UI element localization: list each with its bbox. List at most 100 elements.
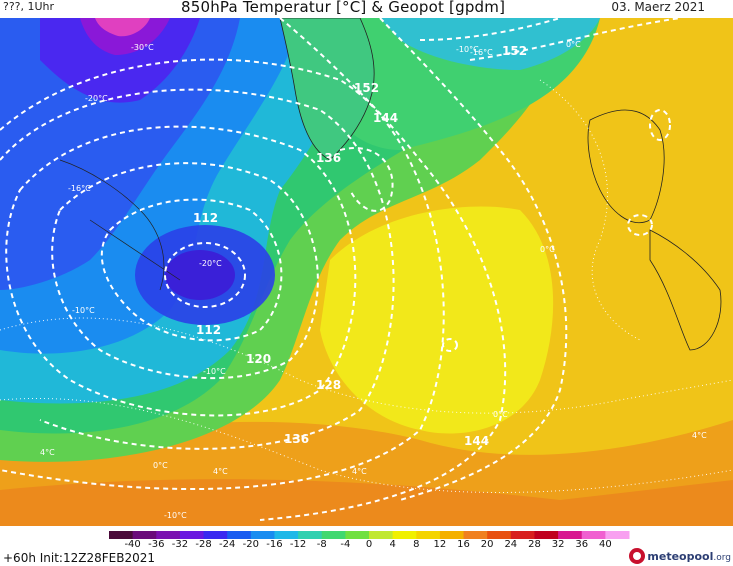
temperature-label: -20°C: [199, 259, 222, 268]
color-scale-swatch: [439, 531, 465, 539]
temperature-label: 4°C: [213, 467, 228, 476]
color-scale-swatch: [250, 531, 275, 539]
contour-label: 136: [284, 432, 309, 446]
temperature-label: -20°C: [85, 94, 108, 103]
meteopool-logo-icon: [629, 548, 646, 564]
header: ???, 1Uhr 850hPa Temperatur [°C] & Geopo…: [0, 0, 733, 18]
map-canvas: 152 152 144 136 112 112 120 128 136 144 …: [0, 18, 733, 526]
temperature-label: -16°C: [68, 184, 91, 193]
run-info: +60h Init:12Z28FEB2021: [3, 551, 155, 565]
color-scale-tick: -40: [124, 539, 141, 550]
color-scale-tick: -36: [148, 539, 165, 550]
color-scale-swatch: [605, 531, 630, 539]
valid-date: 03. Maerz 2021: [611, 0, 705, 14]
contour-line: [5, 125, 357, 417]
contour-label: 152: [502, 44, 527, 58]
color-scale-tick: 16: [457, 539, 470, 550]
contour-line: [259, 18, 507, 521]
color-scale: [109, 531, 630, 539]
color-scale-tick: 28: [528, 539, 541, 550]
contour-line: [0, 88, 395, 450]
temperature-label: 4°C: [692, 431, 707, 440]
temperature-label: -10°C: [164, 511, 187, 520]
contour-line: [442, 338, 458, 352]
temperature-label: 0°C: [540, 245, 555, 254]
color-scale-swatch: [298, 531, 323, 539]
color-scale-tick: -24: [219, 539, 236, 550]
color-scale-swatch: [179, 531, 205, 539]
contour-line: [469, 18, 681, 61]
color-scale-swatch: [392, 531, 417, 539]
geopotential-contours: [0, 18, 681, 521]
temperature-label: 4°C: [352, 467, 367, 476]
color-scale-tick: -16: [266, 539, 283, 550]
color-scale-swatch: [227, 531, 252, 539]
temperature-label: -10°C: [456, 45, 479, 54]
color-scale-tick: 0: [365, 539, 373, 550]
color-scale-tick: -12: [289, 539, 307, 550]
color-scale-tick: -4: [340, 539, 351, 550]
color-scale-swatch: [581, 531, 606, 539]
color-scale-swatch: [510, 531, 535, 539]
contour-line: [0, 58, 445, 491]
temperature-label: 4°C: [40, 448, 55, 457]
color-scale-tick: 4: [389, 539, 396, 550]
contour-label: 120: [246, 352, 271, 366]
contour-label-group: 152 152 144 136 112 112 120 128 136 144: [193, 44, 527, 448]
north-cold-tongue: [380, 18, 600, 70]
color-scale-swatch: [203, 531, 228, 539]
logo-tld: .org: [713, 552, 731, 563]
color-scale-tick: 8: [413, 539, 420, 550]
color-scale-ticks: -40 -36 -32 -28 -24 -20 -16 -12 -8 -4 0 4 8 12 16 20 24 2…: [0, 539, 733, 553]
arctic-core: [40, 18, 200, 103]
contour-line: [339, 147, 394, 212]
temperature-label: 0°C: [566, 40, 581, 49]
isotherm-lines: [0, 79, 733, 493]
color-scale-swatch: [534, 531, 559, 539]
map-title: 850hPa Temperatur [°C] & Geopot [gpdm]: [181, 0, 506, 16]
contour-label: 128: [316, 378, 341, 392]
low-center: [165, 250, 235, 300]
europe-coast: [649, 229, 722, 351]
weather-map: 152 152 144 136 112 112 120 128 136 144 …: [0, 18, 733, 526]
valid-time-label: ???, 1Uhr: [3, 0, 55, 13]
color-scale-tick: 24: [504, 539, 518, 550]
contour-line: [627, 214, 653, 236]
color-scale-tick: 32: [551, 539, 565, 550]
color-scale-tick: 40: [598, 539, 612, 550]
temperature-label: -10°C: [203, 367, 226, 376]
temperature-label-group: -30°C -20°C -16°C -20°C -10°C -10°C -16°…: [40, 40, 707, 520]
contour-line: [51, 162, 319, 380]
contour-label: 152: [354, 81, 379, 95]
contour-line: [164, 242, 246, 308]
contour-label: 144: [373, 111, 398, 125]
contour-label: 112: [196, 323, 221, 337]
color-scale-swatch: [274, 531, 299, 539]
contour-label: 144: [464, 434, 489, 448]
color-scale-swatch: [132, 531, 157, 539]
color-scale-swatch: [369, 531, 394, 539]
color-scale-tick: -20: [242, 539, 259, 550]
temperature-label: -16°C: [470, 48, 493, 57]
color-scale-swatch: [345, 531, 370, 539]
isotherm-line: [0, 317, 733, 414]
legend-bar: -40 -36 -32 -28 -24 -20 -16 -12 -8 -4 0 4 8 12 16 20 24 2…: [0, 526, 733, 566]
color-scale-swatch: [321, 531, 346, 539]
provider-logo: meteopool.org: [629, 547, 731, 565]
contour-line: [649, 109, 671, 141]
color-scale-tick: 20: [480, 539, 494, 550]
logo-name: meteopool: [647, 549, 714, 563]
color-scale-tick: 36: [575, 539, 589, 550]
temperature-label: -10°C: [72, 306, 95, 315]
contour-label: 136: [316, 151, 341, 165]
color-scale-swatch: [156, 531, 181, 539]
contour-label: 112: [193, 211, 218, 225]
greenland: [279, 18, 375, 161]
arctic-peak: [95, 18, 150, 37]
color-scale-swatch: [487, 531, 512, 539]
color-scale-swatch: [109, 531, 134, 539]
contour-line: [100, 198, 283, 342]
cold-core-west: [0, 18, 240, 290]
color-scale-tick: -28: [195, 539, 212, 550]
contour-line: [379, 18, 568, 501]
